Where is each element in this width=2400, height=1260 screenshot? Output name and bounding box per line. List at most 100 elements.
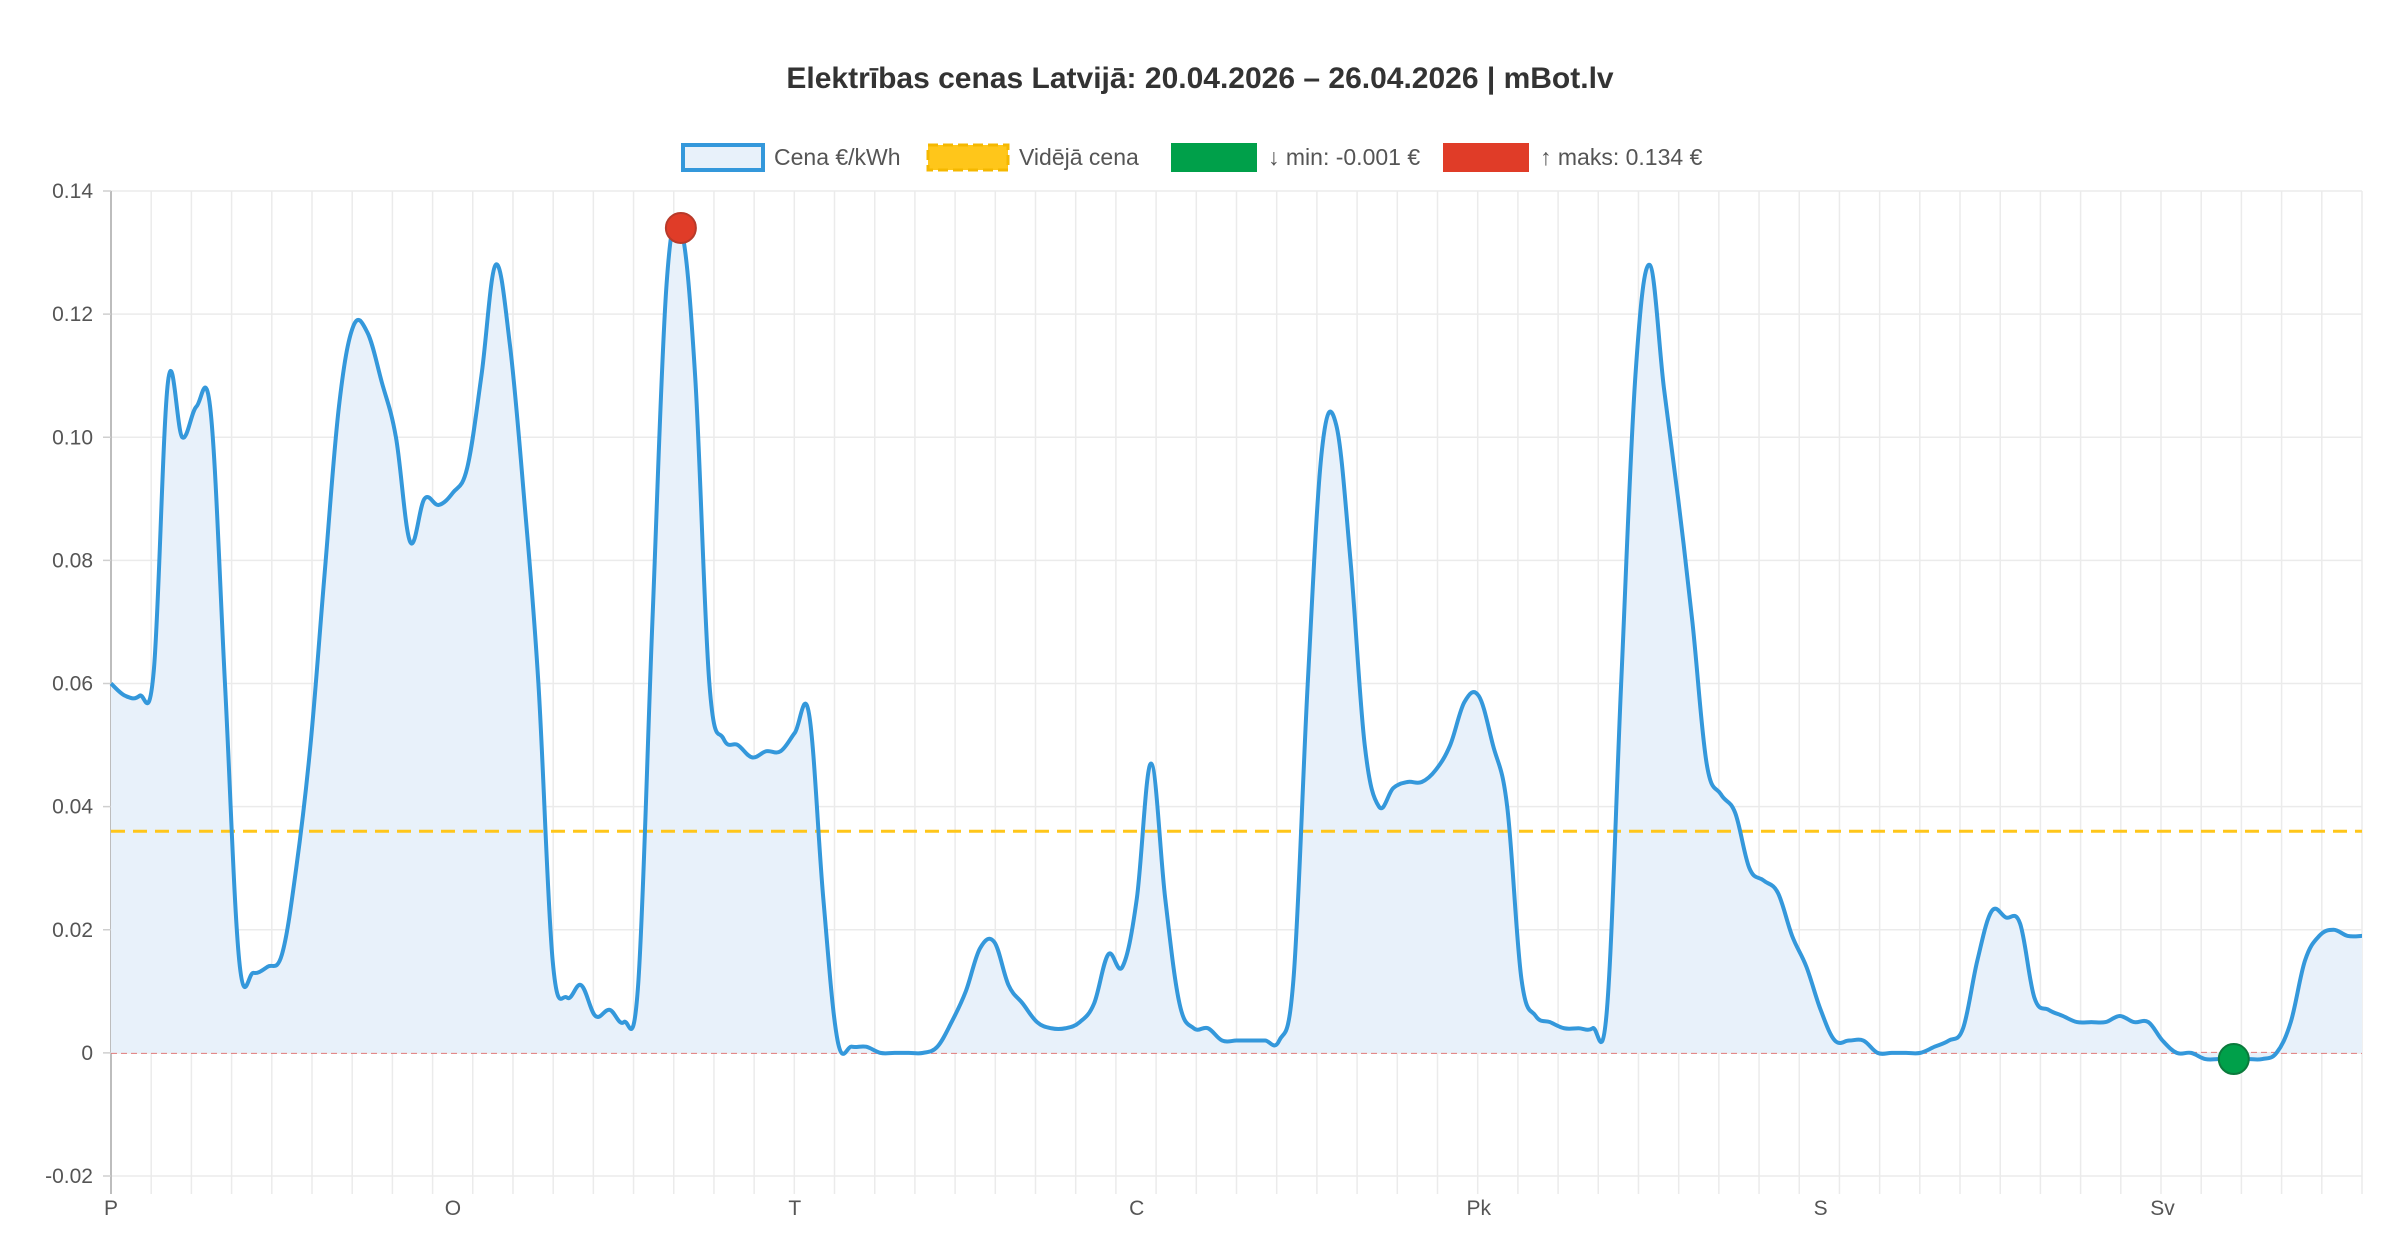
data-point: [650, 620, 654, 624]
data-point: [2104, 1020, 2108, 1024]
data-point: [2203, 1057, 2207, 1061]
data-point: [1918, 1051, 1922, 1055]
data-point: [2146, 1020, 2150, 1024]
data-point: [2189, 1051, 2193, 1055]
data-point: [722, 737, 726, 741]
data-point: [394, 435, 398, 439]
data-point: [992, 940, 996, 944]
data-point: [2346, 934, 2350, 938]
x-tick-label: O: [445, 1197, 461, 1220]
data-point: [921, 1051, 925, 1055]
data-point: [1975, 959, 1979, 963]
data-point: [1719, 792, 1723, 796]
data-point: [907, 1051, 911, 1055]
data-point: [2118, 1014, 2122, 1018]
data-point: [1961, 1026, 1965, 1030]
data-point: [1135, 897, 1139, 901]
data-point: [194, 404, 198, 408]
data-point: [1448, 743, 1452, 747]
max-price-marker: [664, 211, 697, 244]
data-point: [280, 952, 284, 956]
data-point: [779, 749, 783, 753]
data-point: [1220, 1039, 1224, 1043]
data-point: [422, 497, 426, 501]
data-point: [437, 503, 441, 507]
data-point: [266, 965, 270, 969]
data-point: [2132, 1020, 2136, 1024]
data-point: [1890, 1051, 1894, 1055]
data-point: [608, 1008, 612, 1012]
data-point: [2018, 922, 2022, 926]
data-point: [1007, 983, 1011, 987]
data-point: [180, 435, 184, 439]
data-point: [1477, 694, 1481, 698]
data-point: [294, 866, 298, 870]
x-axis-ticks: P O T C Pk S Sv: [104, 1197, 2175, 1220]
data-point: [2161, 1039, 2165, 1043]
data-point: [137, 694, 141, 698]
data-point: [736, 743, 740, 747]
data-point: [1990, 909, 1994, 913]
data-point: [1505, 805, 1509, 809]
data-point: [1819, 1008, 1823, 1012]
data-point: [308, 743, 312, 747]
data-point: [1249, 1039, 1253, 1043]
data-point: [2275, 1051, 2279, 1055]
data-point: [522, 497, 526, 501]
data-point: [1192, 1026, 1196, 1030]
data-point: [536, 682, 540, 686]
price-series-line: [109, 217, 2363, 1062]
data-point: [1491, 743, 1495, 747]
data-point: [2175, 1051, 2179, 1055]
data-point: [2004, 915, 2008, 919]
legend-item: ↓ min: -0.001 €: [1171, 143, 1420, 172]
data-point: [1876, 1051, 1880, 1055]
data-point: [1591, 1026, 1595, 1030]
data-point: [1391, 786, 1395, 790]
min-price-marker: [2217, 1043, 2250, 1076]
data-point: [237, 959, 241, 963]
data-point: [1434, 768, 1438, 772]
data-point: [1348, 558, 1352, 562]
data-point: [850, 1045, 854, 1049]
data-point: [251, 971, 255, 975]
data-point: [1676, 497, 1680, 501]
data-point: [1163, 897, 1167, 901]
data-point: [1733, 811, 1737, 815]
data-point: [1534, 1014, 1538, 1018]
data-point: [209, 411, 213, 415]
data-point: [2047, 1008, 2051, 1012]
x-tick-label: T: [788, 1197, 801, 1220]
data-point: [1762, 879, 1766, 883]
legend: Cena €/kWh Vidējā cena ↓ min: -0.001 € ↑ ma…: [681, 143, 1703, 172]
x-tick-label: P: [104, 1197, 118, 1220]
data-point: [1078, 1020, 1082, 1024]
data-point: [1861, 1039, 1865, 1043]
x-tick-label: S: [1814, 1197, 1828, 1220]
data-point: [1904, 1051, 1908, 1055]
data-point: [1306, 682, 1310, 686]
data-point: [1235, 1039, 1239, 1043]
data-point: [380, 380, 384, 384]
data-point: [2032, 995, 2036, 999]
data-point: [1619, 682, 1623, 686]
data-point: [2303, 959, 2307, 963]
data-point: [793, 731, 797, 735]
data-point: [223, 682, 227, 686]
y-tick-label: -0.02: [45, 1165, 93, 1188]
data-point: [1933, 1045, 1937, 1049]
legend-swatch-max: [1443, 143, 1529, 172]
data-point: [2332, 928, 2336, 932]
data-point: [1747, 866, 1751, 870]
y-tick-label: 0.10: [52, 426, 93, 449]
data-point: [1705, 762, 1709, 766]
data-point: [1462, 700, 1466, 704]
y-tick-label: 0.04: [52, 796, 93, 819]
data-point: [365, 331, 369, 335]
data-point: [465, 466, 469, 470]
y-tick-label: 0.02: [52, 919, 93, 942]
data-point: [2317, 934, 2321, 938]
data-point: [408, 540, 412, 544]
legend-item: Cena €/kWh: [681, 143, 901, 172]
